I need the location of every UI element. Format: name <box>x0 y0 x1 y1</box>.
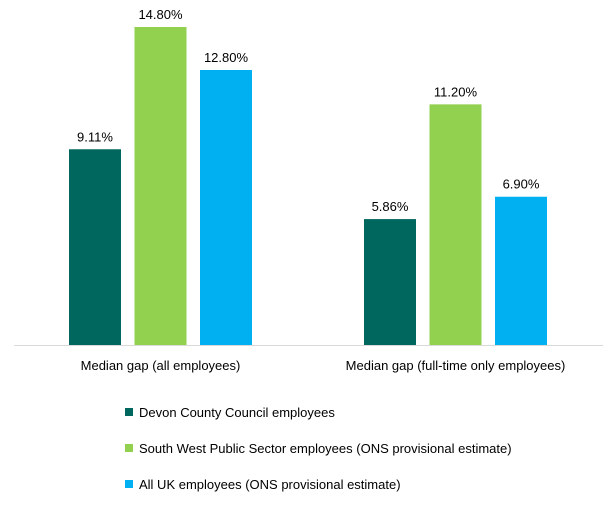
category-label: Median gap (full-time only employees) <box>346 358 566 373</box>
legend-label: South West Public Sector employees (ONS … <box>139 441 512 456</box>
legend-swatch <box>125 444 133 452</box>
legend-swatch <box>125 408 133 416</box>
bar <box>364 219 416 345</box>
data-label: 9.11% <box>77 129 113 144</box>
data-label: 5.86% <box>372 199 409 214</box>
legend-label: All UK employees (ONS provisional estima… <box>139 477 401 492</box>
bar <box>134 27 187 345</box>
bar <box>429 104 482 345</box>
data-label: 14.80% <box>138 7 183 22</box>
data-label: 6.90% <box>503 177 540 192</box>
bar <box>200 69 252 346</box>
legend-label: Devon County Council employees <box>139 405 335 420</box>
data-label: 12.80% <box>204 50 249 65</box>
category-label: Median gap (all employees) <box>81 358 241 373</box>
bar <box>495 196 547 345</box>
legend-swatch <box>125 480 133 488</box>
bar <box>69 149 121 345</box>
data-label: 11.20% <box>434 84 478 99</box>
